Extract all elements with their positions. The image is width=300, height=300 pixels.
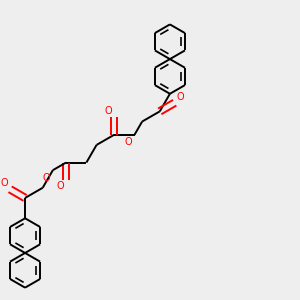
Text: O: O	[104, 106, 112, 116]
Text: O: O	[176, 92, 184, 102]
Text: O: O	[124, 137, 132, 147]
Text: O: O	[1, 178, 9, 188]
Text: O: O	[43, 172, 50, 183]
Text: O: O	[56, 181, 64, 191]
